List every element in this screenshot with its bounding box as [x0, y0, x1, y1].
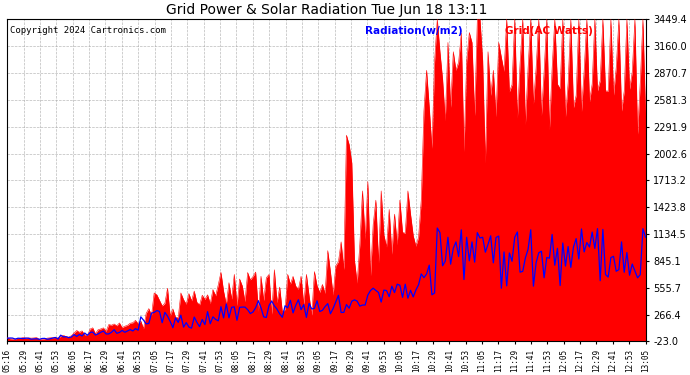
Text: Radiation(w/m2): Radiation(w/m2) — [365, 26, 462, 36]
Text: Copyright 2024 Cartronics.com: Copyright 2024 Cartronics.com — [10, 26, 166, 35]
Text: Grid(AC Watts): Grid(AC Watts) — [505, 26, 593, 36]
Title: Grid Power & Solar Radiation Tue Jun 18 13:11: Grid Power & Solar Radiation Tue Jun 18 … — [166, 3, 487, 17]
